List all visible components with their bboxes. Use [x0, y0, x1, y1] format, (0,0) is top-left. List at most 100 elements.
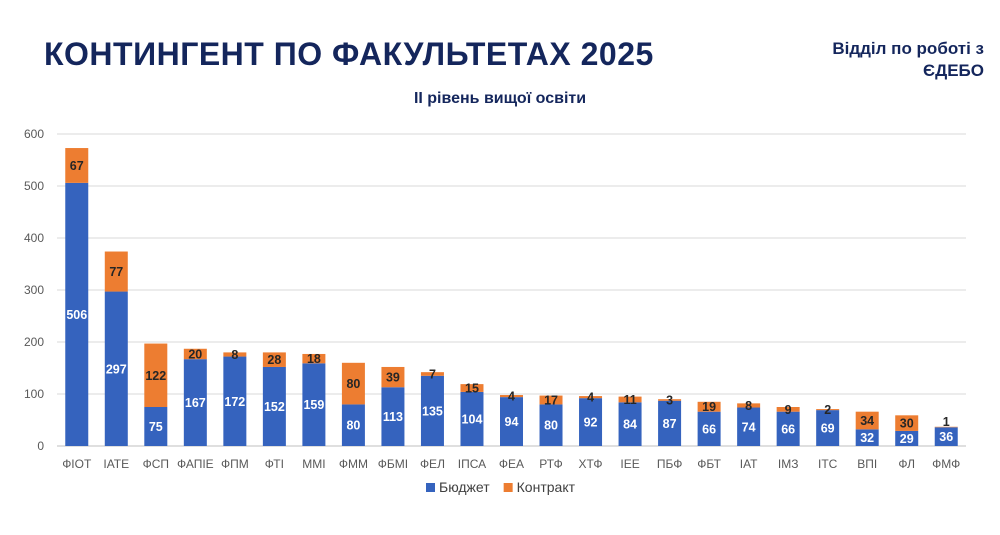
bar-budget — [341, 404, 365, 446]
data-label-contract: 8 — [231, 348, 238, 362]
data-label-budget: 84 — [623, 418, 637, 432]
bar-budget — [302, 363, 326, 446]
bar-contract — [658, 399, 682, 401]
x-tick-label: ФЕА — [499, 457, 524, 471]
x-tick-label: ІЕЕ — [620, 457, 639, 471]
data-label-contract: 19 — [702, 400, 716, 414]
data-label-budget: 159 — [303, 398, 324, 412]
data-label-budget: 32 — [860, 431, 874, 445]
bar-contract — [500, 395, 523, 398]
data-label-budget: 66 — [702, 422, 716, 436]
bar-budget — [420, 375, 444, 446]
bar-budget — [500, 397, 523, 446]
bar-contract — [104, 251, 128, 292]
data-label-contract: 11 — [623, 393, 636, 407]
bar-budget — [737, 407, 761, 446]
data-label-budget: 29 — [900, 432, 914, 446]
data-label-contract: 15 — [465, 382, 479, 396]
x-tick-label: ФТІ — [265, 457, 284, 471]
data-label-contract: 34 — [860, 414, 874, 428]
bar-budget — [183, 359, 207, 446]
bar-contract — [737, 403, 761, 408]
x-tick-label: ФСП — [143, 457, 169, 471]
y-tick-label: 400 — [24, 231, 44, 245]
data-label-contract: 77 — [109, 265, 123, 279]
bar-contract — [618, 396, 642, 403]
page-title: КОНТИНГЕНТ ПО ФАКУЛЬТЕТАХ 2025 — [44, 36, 654, 72]
x-tick-label: ІАТ — [740, 457, 758, 471]
data-label-budget: 94 — [505, 415, 519, 429]
bar-budget — [460, 391, 484, 446]
x-tick-label: ФБМІ — [378, 457, 408, 471]
bar-contract — [579, 396, 603, 399]
data-label-budget: 75 — [149, 420, 163, 434]
bar-budget — [65, 182, 89, 446]
x-tick-label: ПБФ — [657, 457, 683, 471]
y-tick-label: 300 — [24, 283, 44, 297]
legend-label: Контракт — [517, 479, 576, 495]
data-label-budget: 87 — [663, 417, 677, 431]
bar-contract — [341, 362, 365, 405]
bar-budget — [381, 387, 405, 446]
bar-contract — [262, 352, 286, 367]
data-label-budget: 80 — [544, 419, 558, 433]
bar-budget — [618, 402, 642, 446]
data-label-contract: 1 — [943, 415, 950, 429]
data-label-contract: 28 — [267, 353, 281, 367]
department-label: Відділ по роботі з ЄДЕБО — [832, 39, 984, 80]
bar-budget — [776, 411, 800, 446]
bar-contract — [144, 343, 168, 407]
data-label-contract: 4 — [508, 390, 515, 404]
data-label-budget: 80 — [346, 419, 360, 433]
x-tick-label: ІТС — [818, 457, 838, 471]
data-label-contract: 80 — [346, 377, 360, 391]
bar-budget — [144, 407, 168, 446]
data-label-budget: 172 — [224, 395, 245, 409]
legend-label: Бюджет — [439, 479, 490, 495]
bar-contract — [855, 411, 879, 430]
x-tick-label: ХТФ — [579, 457, 603, 471]
bar-budget — [697, 411, 721, 446]
bar-budget — [223, 356, 247, 446]
bar-contract — [183, 348, 207, 360]
data-label-budget: 36 — [939, 430, 953, 444]
x-tick-label: ВПІ — [857, 457, 877, 471]
data-label-budget: 66 — [781, 422, 795, 436]
data-label-contract: 18 — [307, 352, 321, 366]
data-label-contract: 30 — [900, 417, 914, 431]
x-tick-label: ФММ — [339, 457, 368, 471]
data-label-contract: 8 — [745, 399, 752, 413]
data-label-contract: 9 — [785, 403, 792, 417]
data-label-budget: 74 — [742, 420, 756, 434]
x-tick-label: ІАТЕ — [103, 457, 129, 471]
bar-contract — [816, 409, 840, 411]
y-tick-label: 200 — [24, 335, 44, 349]
data-label-contract: 4 — [587, 391, 594, 405]
x-tick-label: ФМФ — [932, 457, 960, 471]
x-tick-label: ФІОТ — [62, 457, 92, 471]
bar-budget — [579, 398, 603, 446]
bar-budget — [262, 366, 286, 446]
bar-contract — [302, 353, 326, 364]
data-label-budget: 167 — [185, 396, 206, 410]
bar-contract — [776, 407, 800, 412]
bar-budget — [104, 291, 128, 446]
data-label-budget: 104 — [462, 412, 483, 426]
bar-contract — [420, 372, 444, 376]
data-label-budget: 69 — [821, 422, 835, 436]
data-label-budget: 113 — [383, 410, 403, 424]
data-label-contract: 20 — [188, 347, 202, 361]
bar-contract — [895, 415, 919, 431]
bar-contract — [223, 352, 247, 357]
y-tick-label: 100 — [24, 387, 44, 401]
data-label-contract: 2 — [824, 403, 831, 417]
bar-contract — [381, 366, 405, 388]
x-tick-label: ФПМ — [221, 457, 249, 471]
bar-contract — [460, 384, 484, 392]
bar-budget — [855, 429, 879, 446]
bar-contract — [934, 426, 958, 428]
chart-title: ІІ рівень вищої освіти — [413, 90, 587, 107]
legend-swatch — [426, 483, 435, 492]
y-tick-label: 0 — [37, 439, 44, 453]
